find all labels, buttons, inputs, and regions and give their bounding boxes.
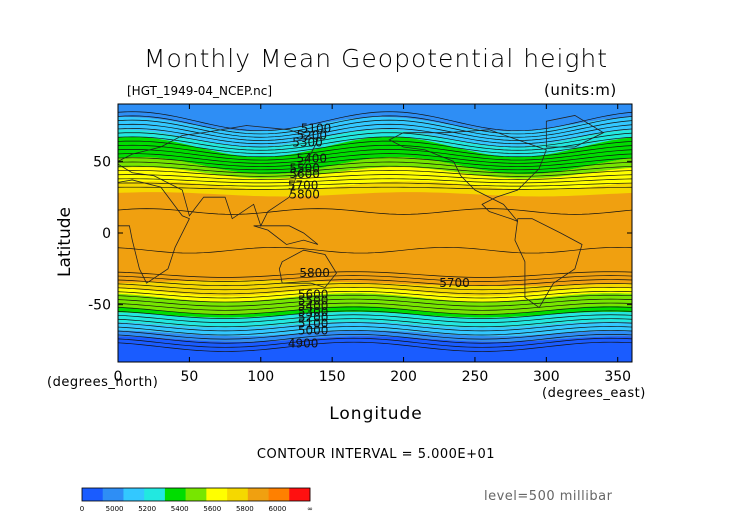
- contour-line: [118, 326, 632, 336]
- contour-line: [118, 302, 632, 311]
- contour-line: [118, 318, 632, 328]
- contour-line: [118, 306, 632, 315]
- x-tick-label: 350: [604, 369, 631, 385]
- colorbar-swatch: [268, 488, 290, 501]
- contour-line: [118, 149, 632, 161]
- contour-interval: CONTOUR INTERVAL = 5.000E+01: [256, 447, 496, 462]
- colorbar-swatch: [164, 488, 186, 501]
- contour-label: 5700: [439, 276, 470, 290]
- x-tick-label: 250: [462, 369, 489, 385]
- contour-label: 5200: [298, 311, 329, 325]
- colorbar-swatch: [247, 488, 269, 501]
- contour-line: [118, 136, 632, 151]
- contour-label: 5400: [298, 299, 329, 313]
- chart-title: Monthly Mean Geopotential height: [143, 44, 609, 73]
- contour-label: 5800: [289, 187, 320, 201]
- contour-label: 5300: [292, 136, 323, 150]
- contour-label: 4900: [288, 336, 319, 350]
- x-tick-label: 50: [180, 369, 198, 385]
- coastline: [388, 129, 547, 222]
- colorbar-swatch: [123, 488, 145, 501]
- contour-line: [118, 322, 632, 332]
- x-tick-label: 300: [533, 369, 560, 385]
- contour-line: [118, 333, 632, 344]
- coastline: [278, 249, 337, 288]
- contour-line: [118, 341, 632, 352]
- colorbar-tick-label: 6000: [269, 505, 287, 513]
- colorbar-swatch: [144, 488, 166, 501]
- contour-label: 5500: [289, 162, 320, 176]
- y-tick-label: 50: [93, 154, 111, 170]
- contour-line: [118, 144, 632, 158]
- colorbar-swatch: [102, 488, 124, 501]
- colorbar-swatch: [82, 488, 104, 501]
- contour-line: [118, 161, 632, 171]
- contour-label: 5200: [296, 129, 327, 143]
- contour-label: 5400: [296, 151, 327, 165]
- contour-line: [118, 153, 632, 164]
- coastline: [545, 115, 605, 148]
- contour-label: 5600: [298, 288, 329, 302]
- colorbar-tick-label: ∞: [307, 505, 313, 513]
- contour-line: [118, 283, 632, 291]
- x-tick-label: 200: [390, 369, 417, 385]
- contour-line: [118, 186, 632, 190]
- coastline: [514, 218, 583, 309]
- colorbar-tick-label: 5400: [171, 505, 189, 513]
- contour-line: [118, 157, 632, 167]
- x-tick-label: 150: [319, 369, 346, 385]
- contour-line: [118, 178, 632, 184]
- x-axis-label: Longitude: [329, 404, 423, 424]
- colorbar-swatch: [206, 488, 228, 501]
- x-tick-label: 100: [247, 369, 274, 385]
- level-label: level=500 millibar: [484, 489, 613, 504]
- contour-line: [118, 208, 632, 215]
- contour-label: 5500: [298, 293, 329, 307]
- contour-line: [118, 165, 632, 174]
- contour-label: 5000: [298, 323, 329, 337]
- units-label: (units:m): [544, 81, 617, 99]
- colorbar-tick-label: 5600: [203, 505, 221, 513]
- contour-line: [118, 314, 632, 323]
- contour-line: [118, 271, 632, 278]
- contour-label: 5600: [289, 167, 320, 181]
- coastline: [253, 225, 319, 245]
- contour-line: [118, 246, 632, 254]
- colorbar-tick-label: 5800: [236, 505, 254, 513]
- contour-line: [118, 170, 632, 177]
- contour-line: [118, 337, 632, 348]
- contour-label: 5800: [299, 266, 330, 280]
- contour-line: [118, 298, 632, 307]
- contour-line: [118, 287, 632, 295]
- contour-line: [118, 174, 632, 180]
- y-axis-unit: (degrees_north): [47, 375, 159, 390]
- contour-label: 5300: [298, 305, 329, 319]
- y-tick-label: 0: [102, 226, 111, 242]
- contour-label: 5700: [288, 179, 319, 193]
- contour-line: [118, 279, 632, 286]
- x-tick-label: 0: [114, 369, 123, 385]
- colorbar-tick-label: 0: [80, 505, 84, 513]
- colorbar-tick-label: 5200: [138, 505, 156, 513]
- coastline: [118, 125, 319, 227]
- colorbar-swatch: [185, 488, 207, 501]
- contour-line: [118, 275, 632, 282]
- x-axis-unit: (degrees_east): [542, 386, 646, 401]
- colorbar-swatch: [227, 488, 249, 501]
- coastline: [118, 179, 190, 284]
- contour-line: [118, 330, 632, 340]
- contour-label: 5100: [298, 316, 329, 330]
- contour-line: [118, 182, 632, 187]
- contour-line: [118, 140, 632, 154]
- file-name: [HGT_1949-04_NCEP.nc]: [127, 84, 273, 98]
- colorbar-swatch: [289, 488, 311, 501]
- contour-line: [118, 294, 632, 303]
- contour-label: 5100: [301, 121, 332, 135]
- colorbar-tick-label: 5000: [106, 505, 124, 513]
- y-tick-label: -50: [88, 298, 111, 314]
- contour-line: [118, 310, 632, 319]
